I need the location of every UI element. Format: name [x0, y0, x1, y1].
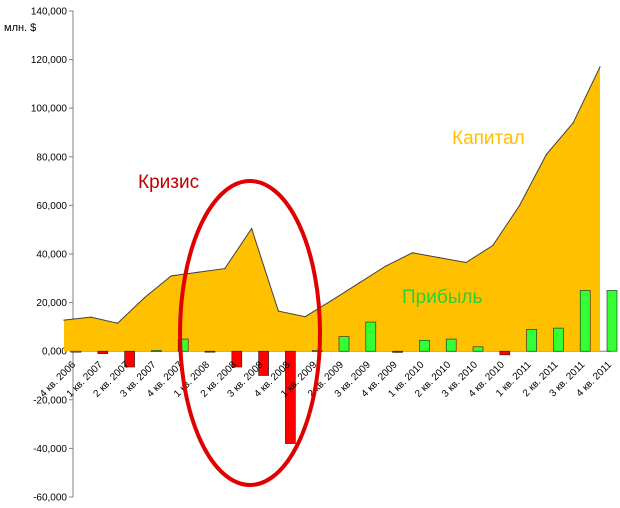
- profit-bar: [124, 350, 135, 368]
- capital-point: [358, 282, 360, 284]
- y-tick-label: 120,000: [31, 55, 68, 66]
- y-tick-label: 20,000: [36, 298, 67, 309]
- capital-point: [197, 271, 199, 273]
- capital-point: [385, 265, 387, 267]
- capital-point: [90, 316, 92, 318]
- y-tick-label: 100,000: [31, 104, 68, 115]
- capital-point: [465, 261, 467, 264]
- profit-bar: [204, 350, 216, 353]
- capital-point: [143, 297, 145, 299]
- profit-bar: [472, 346, 484, 352]
- y-tick-label: 40,000: [36, 250, 67, 261]
- crisis-highlight-ellipse: [178, 179, 322, 487]
- capital-point: [331, 299, 333, 301]
- profit-bar: [445, 338, 457, 352]
- capital-point: [572, 122, 574, 124]
- profit-bar: [311, 350, 323, 352]
- y-tick-label: -20,000: [33, 395, 67, 406]
- capital-point: [438, 257, 440, 259]
- profit-bar: [258, 350, 269, 376]
- capital-point: [224, 267, 226, 270]
- profit-annotation: Прибыль: [402, 287, 482, 308]
- profit-bar: [285, 350, 296, 444]
- profit-bar: [606, 290, 618, 352]
- profit-bar: [231, 350, 243, 368]
- capital-point: [117, 322, 119, 324]
- capital-point: [304, 316, 306, 318]
- profit-bar: [392, 350, 403, 353]
- profit-bar: [338, 336, 350, 352]
- y-axis-unit-label: млн. $: [4, 22, 36, 34]
- y-tick-label: -40,000: [33, 444, 67, 455]
- profit-bar: [499, 350, 511, 356]
- capital-annotation: Капитал: [452, 128, 525, 149]
- profit-bars-layer: [70, 290, 618, 444]
- profit-bar: [553, 327, 564, 352]
- y-tick-label: 60,000: [36, 201, 67, 212]
- capital-point: [277, 310, 279, 312]
- y-tick-label: 80,000: [36, 152, 67, 163]
- profit-bar: [365, 321, 377, 352]
- capital-point: [63, 319, 65, 321]
- capital-point: [492, 244, 494, 247]
- capital-area-layer: [63, 66, 601, 352]
- capital-area: [64, 66, 600, 352]
- profit-bar: [419, 339, 430, 352]
- capital-point: [411, 252, 413, 254]
- profit-bar: [70, 350, 82, 353]
- y-tick-label: 140,000: [31, 7, 68, 18]
- profit-bar: [579, 290, 591, 352]
- profit-bar: [97, 350, 109, 354]
- capital-point: [599, 66, 601, 68]
- capital-point: [170, 275, 172, 277]
- capital-point: [519, 204, 521, 206]
- profit-bar: [151, 350, 162, 352]
- capital-point: [545, 153, 548, 155]
- capital-point: [251, 227, 253, 230]
- y-tick-label: 0,000: [42, 347, 67, 358]
- y-tick-label: -60,000: [33, 493, 67, 504]
- crisis-annotation: Кризис: [138, 172, 199, 193]
- profit-bar: [526, 329, 537, 352]
